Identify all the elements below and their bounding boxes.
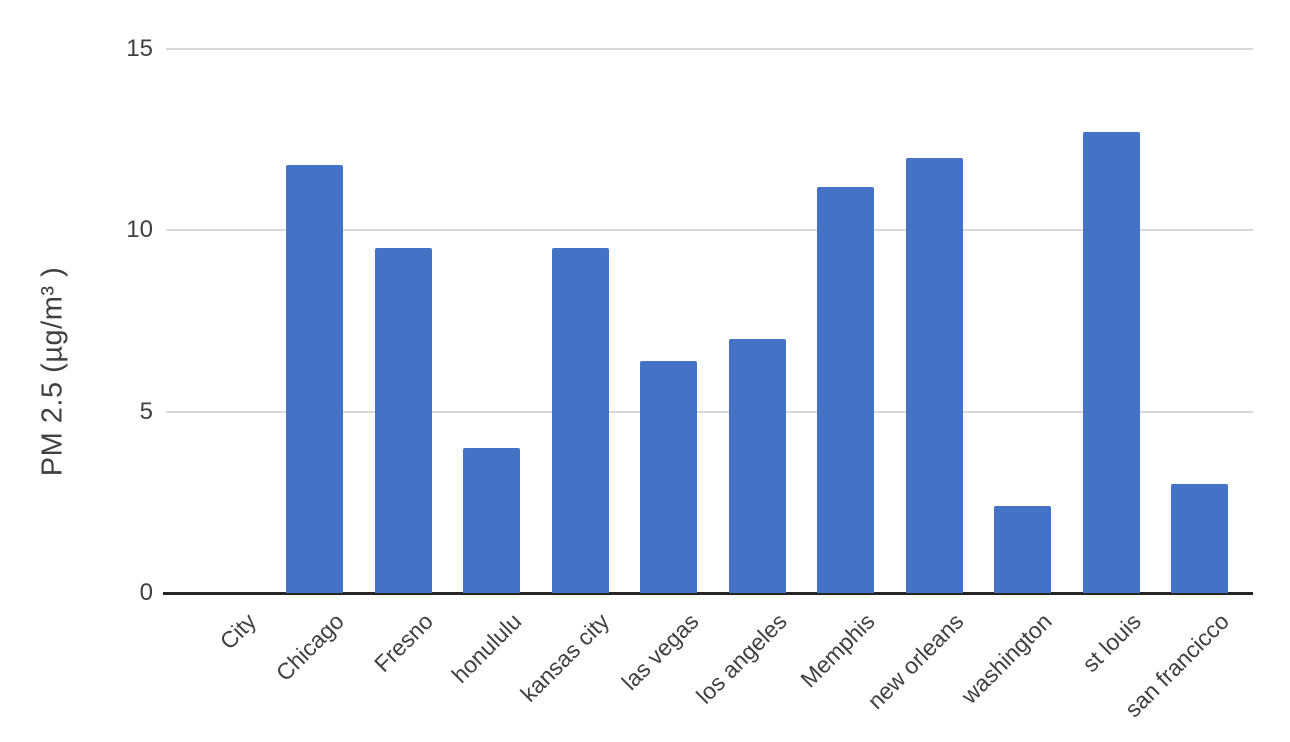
x-axis-label: Memphis — [795, 608, 881, 693]
y-axis-title-wrap: PM 2.5 (µg/m³ ) — [18, 0, 88, 742]
y-tick-label: 15 — [126, 35, 153, 62]
gridline — [166, 410, 1253, 413]
y-tick-label: 0 — [139, 579, 153, 606]
bar — [286, 165, 344, 593]
x-axis-label: las vegas — [616, 608, 704, 696]
x-axis-label: Fresno — [368, 608, 438, 678]
bar — [1171, 484, 1229, 593]
y-tick-label: 10 — [126, 216, 153, 244]
x-axis-label: st louis — [1076, 608, 1146, 678]
bar — [994, 505, 1052, 593]
bar — [463, 447, 521, 593]
x-axis-label: kansas city — [515, 608, 615, 707]
x-axis-label: washington — [956, 608, 1058, 709]
x-axis-line — [163, 592, 1253, 595]
x-axis-label: Chicago — [271, 608, 350, 687]
y-axis-title: PM 2.5 (µg/m³ ) — [36, 266, 69, 476]
gridline — [166, 48, 1253, 50]
bar — [640, 360, 698, 593]
bar — [817, 186, 875, 593]
y-tick-label: 5 — [139, 397, 153, 425]
x-axis-label: los angeles — [690, 608, 792, 709]
x-axis-label: City — [214, 608, 261, 655]
bar — [374, 248, 432, 593]
bar — [1082, 132, 1140, 593]
x-axis-label: honululu — [446, 608, 527, 688]
gridline — [166, 229, 1253, 232]
x-axis-label: new orleans — [862, 608, 969, 715]
bar — [905, 157, 963, 593]
bar — [551, 248, 609, 593]
bar — [728, 339, 786, 593]
